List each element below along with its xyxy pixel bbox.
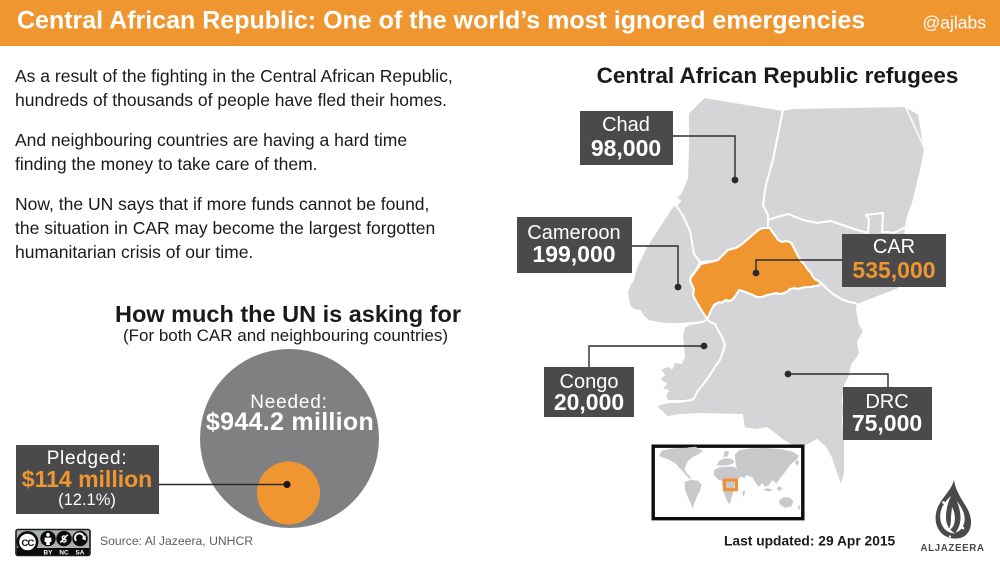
svg-text:Cameroon: Cameroon [527,222,620,244]
svg-text:Now, the UN says that if more: Now, the UN says that if more funds cann… [15,194,429,214]
svg-text:Congo: Congo [560,371,619,393]
svg-text:(12.1%): (12.1%) [58,491,116,509]
svg-text:535,000: 535,000 [852,257,935,283]
svg-text:Central African Republic: One: Central African Republic: One of the wor… [17,7,865,35]
svg-text:@ajlabs: @ajlabs [923,13,987,33]
svg-text:hundreds of thousands of peopl: hundreds of thousands of people have fle… [15,90,447,110]
svg-text:SA: SA [76,550,85,557]
svg-text:finding the money to take care: finding the money to take care of them. [15,154,318,174]
svg-text:ALJAZEERA: ALJAZEERA [920,543,984,554]
svg-text:$944.2 million: $944.2 million [206,408,374,436]
svg-text:NC: NC [59,550,69,557]
svg-text:$: $ [61,534,67,545]
svg-text:the situation in CAR may becom: the situation in CAR may become the larg… [15,218,435,238]
svg-text:CAR: CAR [873,236,915,258]
svg-text:DRC: DRC [865,391,908,413]
svg-text:98,000: 98,000 [591,135,661,161]
svg-text:199,000: 199,000 [532,241,615,267]
svg-text:Pledged:: Pledged: [47,448,128,469]
svg-text:BY: BY [44,550,54,557]
svg-text:humanitarian crisis of our tim: humanitarian crisis of our time. [15,242,253,262]
svg-text:Source: Al Jazeera, UNHCR: Source: Al Jazeera, UNHCR [100,534,253,548]
svg-text:Chad: Chad [602,114,650,136]
svg-text:(For both CAR and neighbouring: (For both CAR and neighbouring countries… [123,326,448,345]
svg-text:CC: CC [21,538,34,549]
svg-text:75,000: 75,000 [852,410,922,436]
svg-text:Central African Republic refug: Central African Republic refugees [597,63,959,88]
svg-text:Last updated: 29 Apr 2015: Last updated: 29 Apr 2015 [724,534,896,549]
svg-text:How much the UN is asking for: How much the UN is asking for [115,301,461,327]
svg-text:Needed:: Needed: [250,392,327,413]
svg-text:And neighbouring countries are: And neighbouring countries are having a … [15,130,407,150]
svg-text:20,000: 20,000 [554,389,624,415]
svg-text:$114 million: $114 million [22,466,152,492]
svg-text:As a result of the fighting in: As a result of the fighting in the Centr… [15,66,453,86]
